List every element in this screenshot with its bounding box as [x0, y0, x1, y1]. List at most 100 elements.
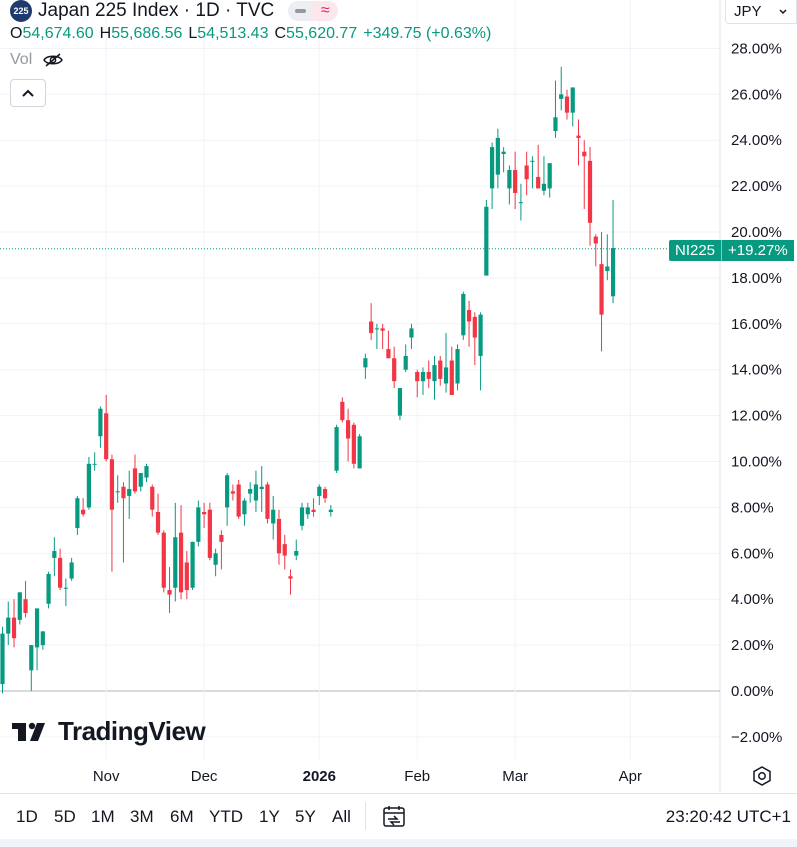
candle-body — [196, 507, 201, 542]
candle — [317, 484, 322, 506]
candle-body — [144, 466, 149, 478]
candle-body — [466, 310, 472, 322]
candle-body — [184, 562, 189, 591]
y-tick-label: −2.00% — [731, 729, 782, 746]
candle-body — [363, 358, 368, 368]
candle — [490, 142, 495, 210]
candle-body — [610, 248, 616, 297]
close-value: 55,620.77 — [286, 25, 358, 42]
candle — [564, 89, 570, 120]
range-all-button[interactable]: All — [332, 807, 351, 826]
y-tick-label: 28.00% — [731, 40, 782, 57]
candle-body — [161, 532, 166, 588]
candle — [230, 484, 235, 501]
range-6m-button[interactable]: 6M — [170, 807, 194, 826]
candle — [75, 495, 80, 535]
candle-body — [536, 176, 541, 189]
candle — [328, 505, 333, 517]
candle — [242, 498, 247, 526]
candle — [599, 232, 604, 352]
candle-body — [415, 371, 420, 382]
price-chart[interactable]: Nov Dec 2026 Feb Mar Apr −2.00% 0.00% 2.00% 4.00… — [0, 0, 797, 793]
y-tick-label: 20.00% — [731, 224, 782, 241]
candle — [219, 530, 224, 570]
candle-body — [559, 94, 564, 99]
candle — [432, 355, 437, 400]
candle — [23, 580, 28, 618]
candle — [276, 509, 282, 565]
candle-body — [369, 321, 374, 333]
candle — [374, 323, 379, 350]
candle — [397, 388, 403, 421]
candle — [472, 312, 477, 366]
go-to-date-icon[interactable] — [381, 804, 407, 830]
candle — [461, 291, 466, 340]
candle-body — [501, 151, 506, 154]
candle-body — [426, 371, 431, 379]
candle — [559, 66, 564, 111]
candle-body — [478, 314, 483, 356]
candle — [173, 502, 178, 602]
low-value: 54,513.43 — [197, 25, 269, 42]
candle — [334, 424, 339, 473]
low-label: L — [188, 25, 198, 42]
x-tick-label: Mar — [502, 768, 528, 785]
range-5d-button[interactable]: 5D — [54, 807, 76, 826]
range-1m-button[interactable]: 1M — [91, 807, 115, 826]
candle — [507, 165, 512, 205]
candle-body — [409, 328, 414, 338]
close-label: C — [274, 25, 287, 42]
candle-body — [138, 472, 143, 487]
candle — [132, 454, 138, 494]
candle — [52, 537, 57, 577]
tradingview-logo[interactable]: TradingView — [12, 716, 206, 747]
candle — [380, 323, 385, 350]
range-1y-button[interactable]: 1Y — [259, 807, 280, 826]
candle-body — [553, 117, 558, 132]
candle — [466, 300, 472, 347]
candle — [17, 592, 22, 625]
y-tick-label: 16.00% — [731, 316, 782, 333]
symbol-title[interactable]: Japan 225 Index · 1D · TVC — [38, 0, 275, 21]
candle — [478, 312, 483, 391]
range-3m-button[interactable]: 3M — [130, 807, 154, 826]
range-ytd-button[interactable]: YTD — [209, 807, 243, 826]
candle-body — [178, 532, 184, 593]
bottom-panel-strip — [0, 839, 797, 847]
candle — [501, 147, 506, 173]
candle — [265, 482, 270, 524]
candle-body — [432, 365, 437, 382]
candle-body — [92, 463, 97, 465]
chart-settings-icon[interactable] — [751, 765, 773, 787]
market-status-pill[interactable]: ≈ — [288, 1, 339, 21]
candle-body — [547, 163, 552, 189]
range-5y-button[interactable]: 5Y — [295, 807, 316, 826]
volume-indicator[interactable]: Vol — [10, 51, 64, 69]
candle-body — [455, 349, 460, 384]
candle-body — [524, 165, 529, 180]
candle-body — [86, 463, 91, 508]
collapse-legend-button[interactable] — [10, 79, 46, 107]
chart-legend[interactable]: 225 Japan 225 Index · 1D · TVC ≈ — [10, 0, 339, 22]
candle — [155, 493, 161, 535]
candle-body — [248, 489, 253, 494]
candle — [513, 151, 518, 210]
eye-hidden-icon[interactable] — [42, 52, 64, 68]
timezone-clock[interactable]: 23:20:42 UTC+1 — [665, 807, 791, 826]
candle-body — [484, 206, 489, 276]
price-axis[interactable]: −2.00% 0.00% 2.00% 4.00% 6.00% 8.00% 10.00% 12.… — [731, 40, 782, 746]
candle-body — [490, 147, 495, 189]
y-tick-label: 10.00% — [731, 454, 782, 471]
candle-body — [420, 371, 426, 382]
candle-body — [75, 498, 80, 529]
candle-body — [230, 491, 235, 494]
candle — [443, 332, 449, 393]
candle — [409, 323, 414, 350]
candle — [0, 626, 5, 694]
candle-body — [132, 468, 138, 492]
candle — [530, 156, 535, 189]
currency-selector[interactable]: JPY — [725, 0, 797, 24]
candle — [109, 454, 115, 572]
candle-body — [449, 360, 454, 395]
range-1d-button[interactable]: 1D — [16, 807, 38, 826]
